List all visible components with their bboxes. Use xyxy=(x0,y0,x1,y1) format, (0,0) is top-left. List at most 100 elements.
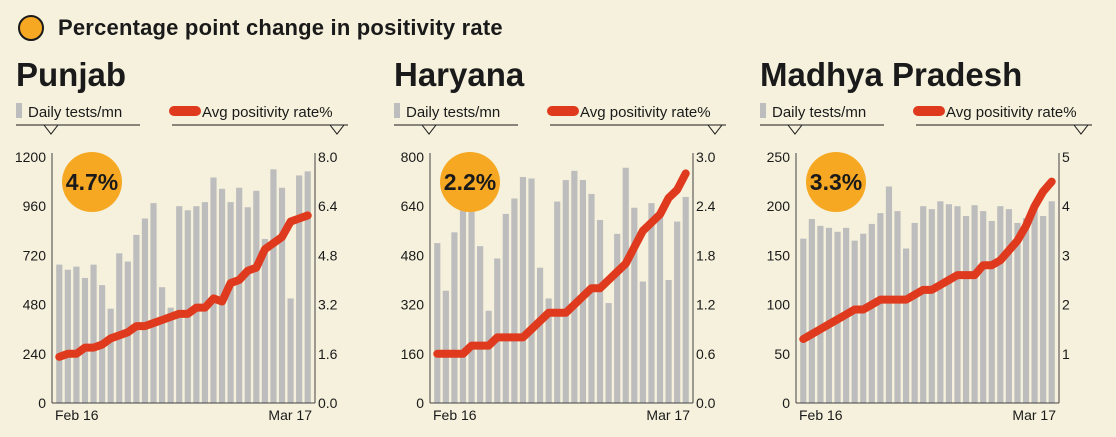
left-tick-label: 0 xyxy=(38,395,46,411)
legend-bars-label: Daily tests/mn xyxy=(406,104,500,121)
bar xyxy=(73,266,80,403)
bar xyxy=(825,227,833,403)
legend-line-label: Avg positivity rate% xyxy=(202,104,333,121)
bar xyxy=(176,206,183,403)
left-tick-label: 480 xyxy=(23,297,47,313)
right-tick-label: 6.4 xyxy=(318,198,338,214)
legend-line-bracket xyxy=(550,124,726,135)
header-title: Percentage point change in positivity ra… xyxy=(58,15,503,40)
bar xyxy=(562,180,569,403)
bar xyxy=(270,169,277,403)
bar xyxy=(1005,209,1012,403)
bar xyxy=(674,221,681,403)
bar xyxy=(184,210,191,403)
bar xyxy=(868,223,875,403)
bar xyxy=(877,213,884,403)
right-tick-label: 1 xyxy=(1062,346,1070,362)
bar xyxy=(81,277,89,403)
right-tick-label: 3.2 xyxy=(318,297,338,313)
legend-bars-label: Daily tests/mn xyxy=(772,104,866,121)
bar xyxy=(1048,201,1055,403)
bar xyxy=(605,303,612,403)
bar xyxy=(451,232,458,403)
left-tick-label: 320 xyxy=(401,297,425,313)
bar xyxy=(519,176,527,403)
right-tick-label: 0.0 xyxy=(318,395,338,411)
bar xyxy=(261,239,268,403)
bar xyxy=(1031,206,1038,403)
right-tick-label: 8.0 xyxy=(318,149,338,165)
bar xyxy=(90,264,97,404)
change-badge-circle xyxy=(62,152,122,212)
bar xyxy=(588,193,595,403)
change-badge-label: 2.2% xyxy=(444,169,496,195)
bar xyxy=(665,280,672,403)
positivity-line xyxy=(55,211,312,361)
bar xyxy=(150,203,157,404)
bar xyxy=(64,269,71,403)
bar xyxy=(304,171,311,403)
left-tick-label: 480 xyxy=(401,247,425,263)
right-tick-label: 2 xyxy=(1062,297,1070,313)
legend-bars-bracket xyxy=(16,124,140,135)
right-tick-label: 1.2 xyxy=(696,297,716,313)
right-tick-label: 4 xyxy=(1062,198,1070,214)
bar xyxy=(133,234,140,403)
left-tick-label: 0 xyxy=(416,395,424,411)
x-end-label: Mar 17 xyxy=(646,407,690,423)
bar xyxy=(511,198,518,403)
bar xyxy=(622,167,629,403)
legend-line-bracket xyxy=(172,124,348,135)
right-tick-label: 3.0 xyxy=(696,149,716,165)
bar xyxy=(159,287,166,403)
chart-header: Percentage point change in positivity ra… xyxy=(18,10,503,46)
left-tick-label: 50 xyxy=(774,346,790,362)
bar xyxy=(227,202,234,403)
left-tick-label: 720 xyxy=(23,247,47,263)
legend-bar-swatch xyxy=(394,103,400,118)
bar xyxy=(236,187,243,403)
chart-title: Madhya Pradesh xyxy=(760,56,1022,93)
bar xyxy=(502,213,509,403)
bar xyxy=(459,207,467,403)
bar xyxy=(945,204,952,403)
right-tick-label: 3 xyxy=(1062,247,1070,263)
chart-haryana: Haryana Daily tests/mn Avg positivity rate… xyxy=(394,56,726,423)
bar xyxy=(571,170,578,403)
bar xyxy=(988,220,995,403)
bar xyxy=(954,206,961,403)
bar xyxy=(253,190,260,403)
right-tick-label: 5 xyxy=(1062,149,1070,165)
bar xyxy=(468,206,475,403)
bar xyxy=(596,220,604,403)
bar xyxy=(167,307,174,403)
bar xyxy=(210,177,217,403)
legend-bar-swatch xyxy=(16,103,22,118)
bar xyxy=(528,178,535,403)
bar xyxy=(920,206,927,403)
bar xyxy=(860,233,867,403)
bar xyxy=(56,264,63,404)
left-tick-label: 200 xyxy=(767,198,791,214)
x-end-label: Mar 17 xyxy=(1012,407,1056,423)
bar xyxy=(494,258,501,403)
bar xyxy=(808,218,815,403)
bar xyxy=(631,207,638,403)
bar xyxy=(894,211,901,403)
bar xyxy=(287,298,294,403)
bar xyxy=(817,225,824,403)
legend-bar-swatch xyxy=(760,103,766,118)
bar xyxy=(141,218,149,403)
left-tick-label: 1200 xyxy=(15,149,46,165)
bar xyxy=(911,222,918,403)
panel-madhya-pradesh: Madhya Pradesh Daily tests/mn Avg positivi… xyxy=(744,0,1116,437)
bar xyxy=(885,186,893,403)
chart-madhya-pradesh: Madhya Pradesh Daily tests/mn Avg positivi… xyxy=(760,56,1092,423)
bar xyxy=(278,187,286,403)
bar xyxy=(116,253,123,403)
left-tick-label: 960 xyxy=(23,198,47,214)
bar xyxy=(1022,218,1030,403)
legend-line-label: Avg positivity rate% xyxy=(580,104,711,121)
legend-line-bracket xyxy=(916,124,1092,135)
bar xyxy=(800,238,807,403)
